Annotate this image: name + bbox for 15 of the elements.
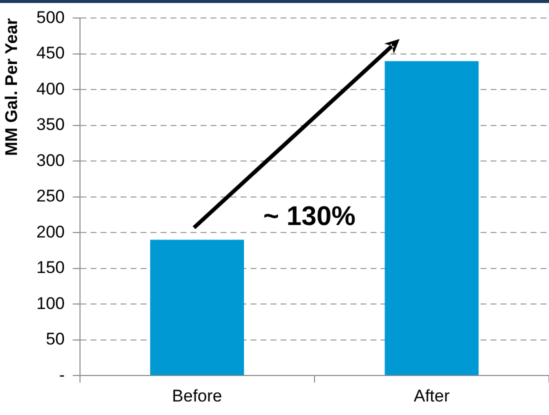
- y-tick-label: 500: [36, 8, 65, 27]
- y-tick-label: 200: [36, 222, 65, 242]
- y-tick-label: -: [59, 365, 65, 384]
- x-tick-label: Before: [172, 386, 222, 406]
- y-tick-label: 100: [36, 294, 65, 313]
- y-tick-label: 450: [36, 44, 65, 63]
- y-tick-label: 50: [46, 330, 65, 349]
- y-tick-label: 300: [36, 150, 65, 170]
- y-axis-title: MM Gal. Per Year: [2, 18, 21, 156]
- y-tick-label: 400: [36, 79, 65, 98]
- x-tick-label: After: [414, 386, 450, 406]
- y-tick-label: 150: [36, 258, 65, 278]
- y-tick-label: 350: [36, 115, 65, 134]
- annotation: ~ 130%: [263, 201, 356, 232]
- y-tick-label: 250: [36, 186, 65, 206]
